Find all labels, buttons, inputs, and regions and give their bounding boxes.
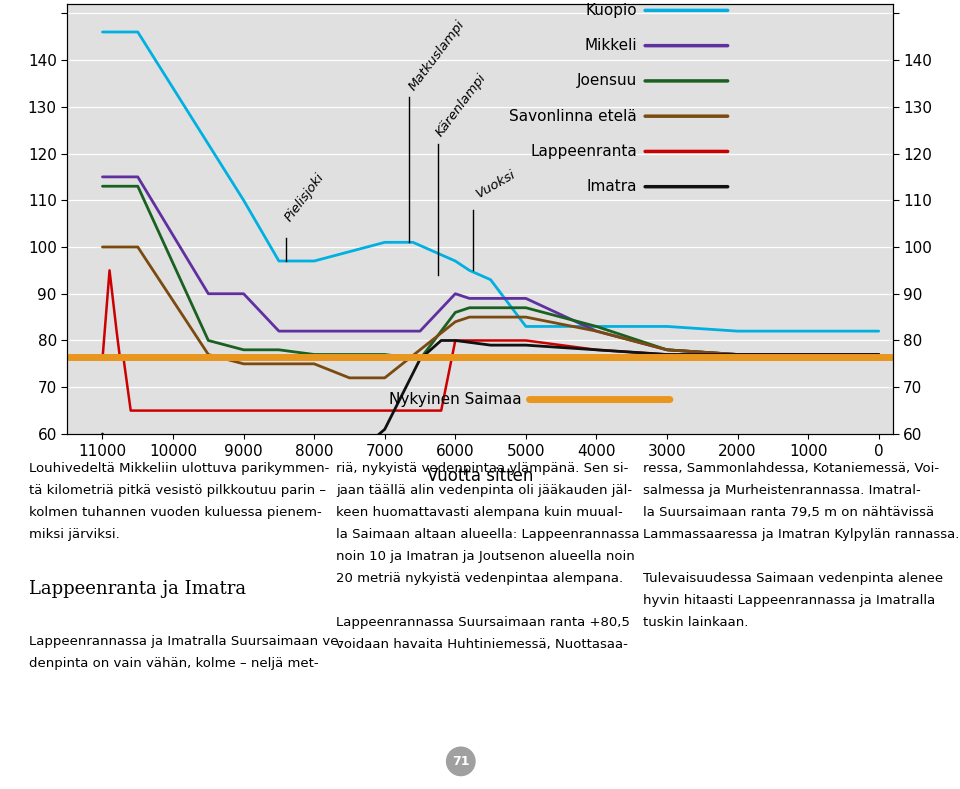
Text: Vuoksi: Vuoksi: [473, 167, 517, 200]
Text: Nykyinen Saimaa: Nykyinen Saimaa: [389, 392, 521, 407]
Text: Lappeenrannassa Suursaimaan ranta +80,5: Lappeenrannassa Suursaimaan ranta +80,5: [336, 616, 630, 629]
Text: 71: 71: [452, 755, 469, 768]
Text: kolmen tuhannen vuoden kuluessa pienem-: kolmen tuhannen vuoden kuluessa pienem-: [29, 506, 322, 518]
Text: riä, nykyistä vedenpintaa ylämpänä. Sen si-: riä, nykyistä vedenpintaa ylämpänä. Sen …: [336, 462, 629, 474]
Text: Joensuu: Joensuu: [577, 73, 636, 88]
Text: Kuopio: Kuopio: [586, 3, 636, 18]
Text: 150: 150: [898, 0, 926, 2]
Text: Matkuslampi: Matkuslampi: [406, 17, 468, 93]
Text: jaan täällä alin vedenpinta oli jääkauden jäl-: jaan täällä alin vedenpinta oli jääkaude…: [336, 484, 632, 496]
Text: tä kilometriä pitkä vesistö pilkkoutuu parin –: tä kilometriä pitkä vesistö pilkkoutuu p…: [29, 484, 325, 496]
Text: noin 10 ja Imatran ja Joutsenon alueella noin: noin 10 ja Imatran ja Joutsenon alueella…: [336, 550, 635, 563]
Text: la Suursaimaan ranta 79,5 m on nähtävissä: la Suursaimaan ranta 79,5 m on nähtäviss…: [643, 506, 934, 518]
Text: miksi järviksi.: miksi järviksi.: [29, 528, 120, 540]
Text: Lappeenranta: Lappeenranta: [530, 144, 636, 159]
Text: 20 metriä nykyistä vedenpintaa alempana.: 20 metriä nykyistä vedenpintaa alempana.: [336, 572, 623, 585]
Text: hyvin hitaasti Lappeenrannassa ja Imatralla: hyvin hitaasti Lappeenrannassa ja Imatra…: [643, 594, 935, 607]
Circle shape: [446, 747, 475, 776]
Text: 150m: 150m: [18, 0, 62, 2]
Text: Lammassaaressa ja Imatran Kylpylän rannassa.: Lammassaaressa ja Imatran Kylpylän ranna…: [643, 528, 960, 540]
X-axis label: Vuotta sitten: Vuotta sitten: [427, 467, 533, 485]
Text: Pielisjoki: Pielisjoki: [282, 170, 327, 223]
Text: Louhivedeltä Mikkeliin ulottuva parikymmen-: Louhivedeltä Mikkeliin ulottuva parikymm…: [29, 462, 329, 474]
Text: denpinta on vain vähän, kolme – neljä met-: denpinta on vain vähän, kolme – neljä me…: [29, 657, 319, 670]
Text: keen huomattavasti alempana kuin muual-: keen huomattavasti alempana kuin muual-: [336, 506, 623, 518]
Text: ressa, Sammonlahdessa, Kotaniemessä, Voi-: ressa, Sammonlahdessa, Kotaniemessä, Voi…: [643, 462, 939, 474]
Text: Lappeenrannassa ja Imatralla Suursaimaan ve-: Lappeenrannassa ja Imatralla Suursaimaan…: [29, 635, 343, 648]
Text: Imatra: Imatra: [587, 179, 636, 194]
Text: salmessa ja Murheistenrannassa. Imatral-: salmessa ja Murheistenrannassa. Imatral-: [643, 484, 921, 496]
Text: voidaan havaita Huhtiniemessä, Nuottasaa-: voidaan havaita Huhtiniemessä, Nuottasaa…: [336, 638, 628, 651]
Text: tuskin lainkaan.: tuskin lainkaan.: [643, 616, 749, 629]
Text: Tulevaisuudessa Saimaan vedenpinta alenee: Tulevaisuudessa Saimaan vedenpinta alene…: [643, 572, 944, 585]
Text: la Saimaan altaan alueella: Lappeenrannassa: la Saimaan altaan alueella: Lappeenranna…: [336, 528, 639, 540]
Text: Mikkeli: Mikkeli: [585, 38, 636, 53]
Text: Lappeenranta ja Imatra: Lappeenranta ja Imatra: [29, 580, 246, 598]
Text: Kärenlampi: Kärenlampi: [434, 72, 490, 140]
Text: Savonlinna etelä: Savonlinna etelä: [509, 109, 636, 124]
